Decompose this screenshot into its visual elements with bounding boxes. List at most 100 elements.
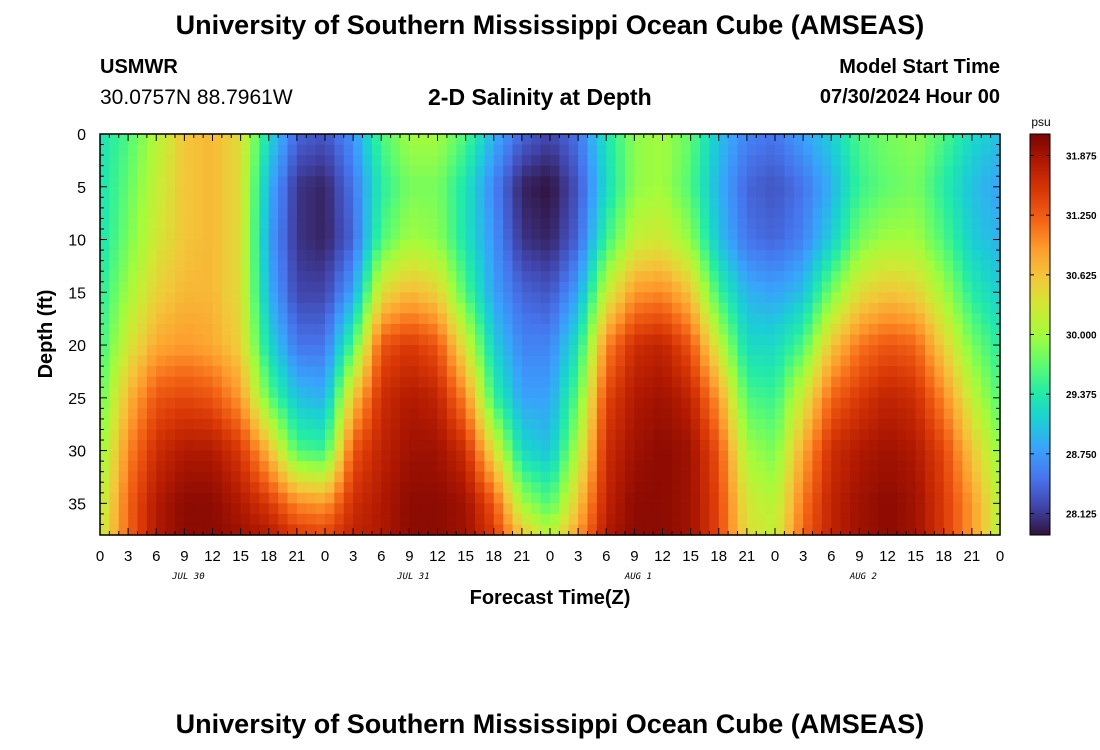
heatmap-cell (596, 218, 607, 230)
heatmap-cell (765, 197, 776, 209)
heatmap-cell (437, 471, 448, 483)
heatmap-cell (343, 440, 354, 452)
heatmap-cell (118, 218, 129, 230)
heatmap-cell (268, 482, 279, 494)
heatmap-cell (212, 418, 223, 431)
heatmap-cell (756, 323, 767, 336)
heatmap-cell (409, 165, 420, 177)
heatmap-cell (868, 239, 879, 251)
heatmap-cell (362, 176, 373, 188)
heatmap-cell (156, 387, 167, 399)
heatmap-cell (128, 461, 139, 473)
heatmap-cell (840, 281, 851, 293)
heatmap-cell (934, 397, 945, 409)
heatmap-cell (709, 387, 720, 399)
heatmap-cell (156, 418, 167, 431)
heatmap-cell (118, 155, 129, 167)
heatmap-cell (643, 376, 654, 388)
heatmap-cell (943, 503, 954, 515)
heatmap-cell (353, 376, 364, 388)
heatmap-cell (109, 228, 120, 241)
heatmap-cell (371, 366, 382, 378)
heatmap-cell (962, 292, 973, 304)
heatmap-cell (803, 176, 814, 188)
heatmap-cell (503, 239, 514, 251)
heatmap-cell (381, 207, 392, 220)
heatmap-cell (418, 355, 429, 367)
heatmap-cell (484, 186, 495, 198)
heatmap-cell (925, 461, 935, 473)
heatmap-cell (446, 313, 457, 325)
heatmap-cell (559, 503, 570, 515)
heatmap-cell (343, 165, 354, 177)
heatmap-cell (765, 376, 776, 388)
heatmap-cell (231, 323, 242, 336)
heatmap-cell (709, 418, 720, 431)
heatmap-cell (550, 461, 560, 473)
heatmap-cell (606, 345, 617, 357)
heatmap-cell (718, 471, 729, 483)
heatmap-cell (512, 207, 523, 220)
heatmap-cell (634, 355, 645, 367)
heatmap-cell (128, 355, 139, 367)
heatmap-cell (465, 492, 476, 504)
heatmap-cell (531, 271, 542, 283)
heatmap-cell (259, 334, 270, 346)
heatmap-cell (437, 440, 448, 452)
heatmap-cell (268, 186, 279, 198)
heatmap-cell (118, 271, 129, 283)
heatmap-cell (353, 503, 364, 515)
heatmap-cell (146, 471, 157, 483)
heatmap-cell (193, 302, 204, 314)
heatmap-cell (756, 334, 767, 346)
heatmap-cell (559, 292, 570, 304)
heatmap-cell (981, 165, 992, 177)
x-tick-label: 9 (630, 548, 638, 565)
heatmap-cell (662, 482, 673, 494)
heatmap-cell (653, 218, 664, 230)
heatmap-cell (812, 440, 823, 452)
heatmap-cell (175, 250, 185, 262)
heatmap-cell (709, 144, 720, 156)
heatmap-cell (606, 302, 617, 314)
heatmap-cell (175, 260, 185, 272)
heatmap-cell (428, 355, 439, 367)
heatmap-cell (137, 355, 148, 367)
heatmap-cell (381, 271, 392, 283)
heatmap-cell (746, 387, 757, 399)
heatmap-cell (446, 323, 457, 336)
heatmap-cell (690, 239, 701, 251)
heatmap-cell (634, 450, 645, 462)
heatmap-cell (793, 323, 804, 336)
heatmap-cell (175, 207, 185, 220)
heatmap-cell (634, 271, 645, 283)
heatmap-cell (728, 281, 739, 293)
heatmap-cell (231, 387, 242, 399)
heatmap-cell (934, 207, 945, 220)
x-tick-label: 6 (827, 548, 835, 565)
heatmap-cell (306, 144, 317, 156)
heatmap-cell (596, 323, 607, 336)
colorbar-tick-label: 30.625 (1066, 271, 1097, 282)
heatmap-cell (831, 165, 842, 177)
heatmap-cell (428, 228, 439, 241)
heatmap-cell (231, 302, 242, 314)
heatmap-cell (775, 408, 785, 420)
heatmap-cell (915, 376, 926, 388)
heatmap-cell (371, 376, 382, 388)
heatmap-cell (212, 197, 223, 209)
heatmap-cell (128, 524, 139, 536)
heatmap-cell (568, 313, 579, 325)
heatmap-cell (240, 323, 251, 336)
heatmap-cell (165, 260, 176, 272)
heatmap-cell (756, 292, 767, 304)
heatmap-cell (409, 440, 420, 452)
heatmap-cell (793, 461, 804, 473)
heatmap-cell (906, 239, 917, 251)
heatmap-cell (268, 440, 279, 452)
heatmap-cell (568, 271, 579, 283)
heatmap-cell (390, 134, 401, 146)
heatmap-cell (953, 366, 964, 378)
heatmap-cell (315, 513, 326, 526)
heatmap-cell (287, 408, 298, 420)
